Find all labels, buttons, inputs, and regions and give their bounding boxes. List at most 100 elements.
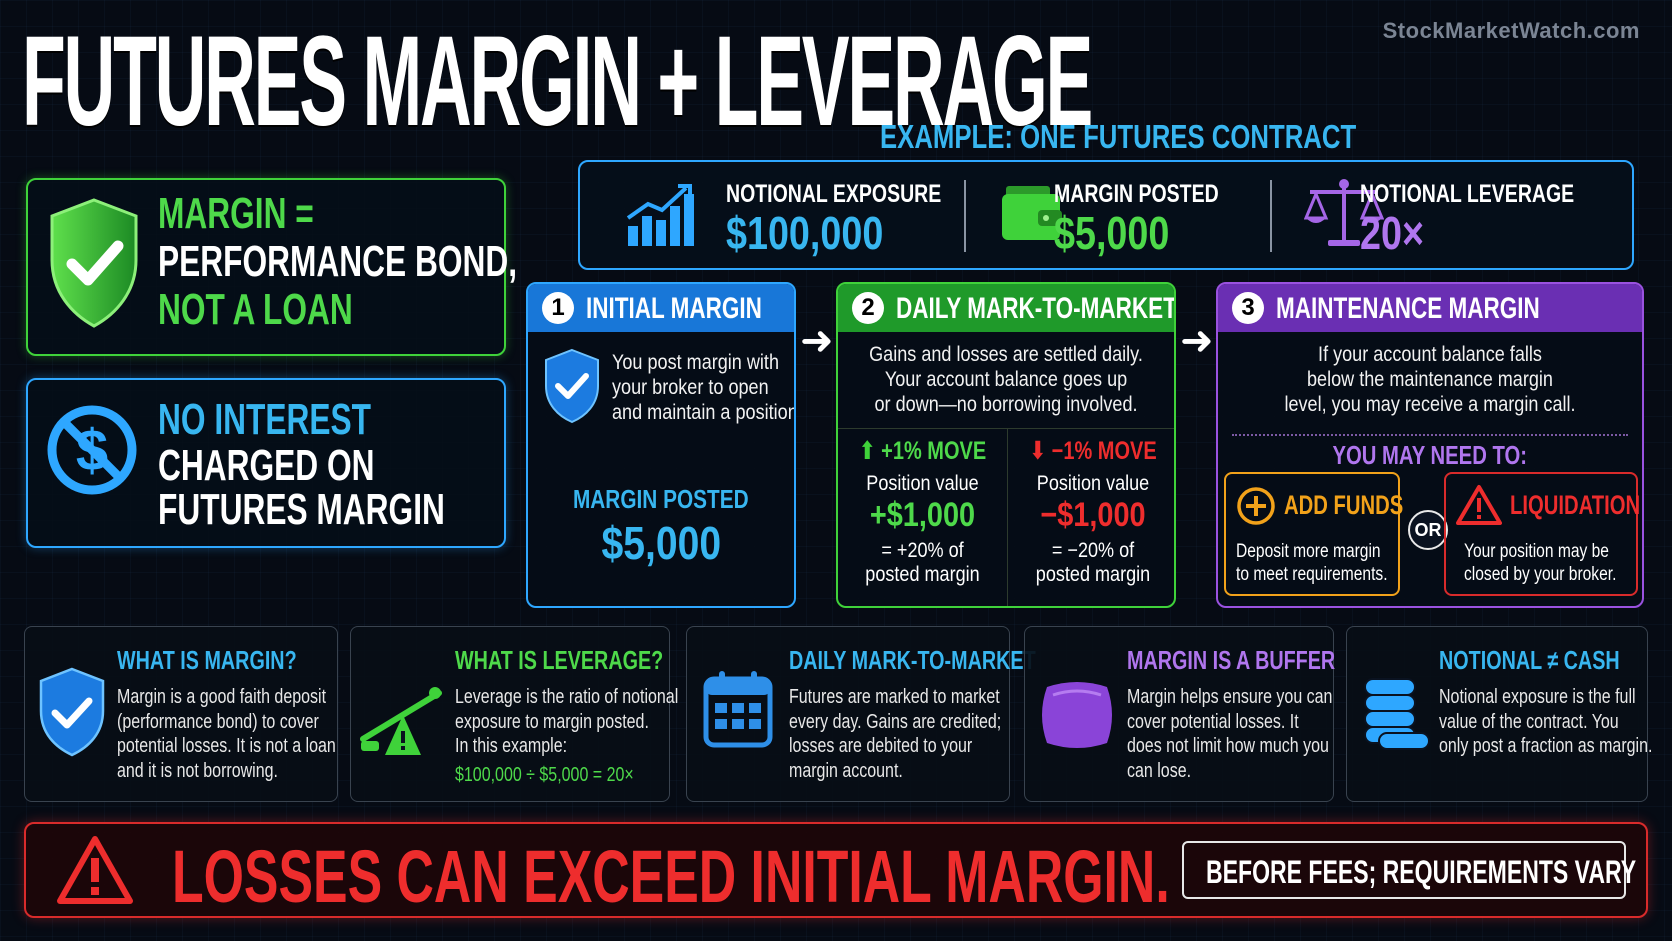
down-move-title: −1% MOVE (1051, 437, 1157, 465)
text-line: can lose. (1127, 759, 1192, 782)
not-a-loan-label: NOT A LOAN (158, 285, 353, 334)
card-title: NOTIONAL ≠ CASH (1439, 645, 1620, 675)
text-line: cover potential losses. It (1127, 710, 1299, 733)
margin-posted-value: $5,000 (1054, 207, 1170, 259)
card-what-is-margin: WHAT IS MARGIN? Margin is a good faith d… (24, 626, 338, 802)
text-line: Margin is a good faith deposit (117, 686, 327, 708)
step-title: INITIAL MARGIN (586, 292, 762, 325)
notional-leverage-value: 20× (1360, 207, 1424, 259)
down-move-panel: ⬇ −1% MOVE Position value −$1,000 = −20%… (1008, 436, 1174, 587)
card-notional-cash: NOTIONAL ≠ CASH Notional exposure is the… (1346, 626, 1652, 802)
mtm-text: Gains and losses are settled daily. Your… (838, 342, 1174, 417)
text-line: potential losses. It is not a loan (117, 735, 336, 757)
position-value-label: Position value (1036, 472, 1150, 495)
divider (1007, 428, 1008, 606)
step-header: 2 DAILY MARK-TO-MARKET (838, 284, 1174, 332)
example-stats-bar: NOTIONAL EXPOSURE $100,000 MARGIN POSTED… (578, 160, 1634, 270)
position-value-label: Position value (866, 472, 979, 495)
text-line: (performance bond) to cover (117, 710, 319, 733)
text-line: and it is not borrowing. (117, 759, 278, 782)
warning-triangle-icon (57, 836, 133, 904)
add-funds-text: Deposit more margin to meet requirements… (1236, 540, 1388, 586)
text-line: Your account balance goes up (884, 368, 1128, 391)
notional-leverage-label: NOTIONAL LEVERAGE (1360, 180, 1575, 208)
text-line: Gains and losses are settled daily. (869, 343, 1143, 366)
text-line: losses are debited to your (789, 735, 973, 757)
card-margin-buffer: MARGIN IS A BUFFER Margin helps ensure y… (1024, 626, 1336, 802)
text-line: Deposit more margin (1236, 541, 1381, 562)
card-title: WHAT IS LEVERAGE? (455, 645, 664, 675)
coins-icon (1364, 678, 1430, 750)
up-move-panel: ⬆ +1% MOVE Position value +$1,000 = +20%… (838, 436, 1007, 587)
divider (838, 428, 1174, 429)
arrow-right-icon: ➜ (1180, 319, 1214, 363)
futures-margin-label: FUTURES MARGIN (158, 485, 445, 534)
step-number: 2 (852, 292, 884, 324)
calendar-icon (703, 671, 773, 748)
scales-icon (1304, 179, 1384, 246)
text-line: to meet requirements. (1236, 564, 1388, 585)
text-line: every day. Gains are credited; (789, 710, 1002, 733)
losses-warning-bar: LOSSES CAN EXCEED INITIAL MARGIN. BEFORE… (24, 822, 1648, 918)
margin-posted-label: MARGIN POSTED (1054, 180, 1219, 208)
text-line: Futures are marked to market (789, 686, 1000, 708)
text-line: does not limit how much you (1127, 735, 1329, 757)
main-title: FUTURES MARGIN + LEVERAGE (22, 10, 1093, 153)
text-line: Leverage is the ratio of notional (455, 686, 679, 708)
arrow-up-icon: ⬆ (858, 437, 876, 465)
or-badge: OR (1408, 510, 1448, 550)
margin-equals-label: MARGIN = (158, 189, 314, 238)
card-text: Margin is a good faith deposit (performa… (117, 685, 336, 783)
step-number: 3 (1232, 292, 1264, 324)
down-move-value: −$1,000 (1040, 496, 1146, 534)
down-move-pct-label: posted margin (1035, 563, 1151, 586)
card-what-is-leverage: WHAT IS LEVERAGE? Leverage is the ratio … (350, 626, 678, 802)
text-line: margin account. (789, 759, 903, 782)
margin-posted-value-wrap: $5,000 (528, 516, 794, 570)
liquidation-box: LIQUIDATION Your position may be closed … (1444, 472, 1640, 596)
text-line: below the maintenance margin (1307, 368, 1553, 391)
text-line: or down—no borrowing involved. (874, 393, 1138, 416)
card-title: MARGIN IS A BUFFER (1127, 645, 1336, 675)
add-funds-box: ADD FUNDS Deposit more margin to meet re… (1224, 472, 1404, 596)
text-line: In this example: (455, 735, 568, 757)
no-interest-panel: $ NO INTEREST CHARGED ON FUTURES MARGIN (26, 378, 506, 548)
card-title: DAILY MARK-TO-MARKET (789, 645, 1036, 675)
notional-exposure-value: $100,000 (726, 207, 884, 259)
step-title: DAILY MARK-TO-MARKET (896, 292, 1176, 325)
losses-warning-text: LOSSES CAN EXCEED INITIAL MARGIN. (172, 835, 1170, 918)
margin-bond-panel: MARGIN = PERFORMANCE BOND, NOT A LOAN (26, 178, 517, 356)
warning-triangle-icon (1456, 485, 1502, 525)
step-daily-mtm: 2 DAILY MARK-TO-MARKET Gains and losses … (836, 282, 1176, 608)
shield-check-icon (50, 198, 138, 328)
card-text: Futures are marked to market every day. … (789, 685, 1001, 783)
text-line: Your position may be (1464, 541, 1609, 562)
step-maintenance-margin: 3 MAINTENANCE MARGIN If your account bal… (1216, 282, 1644, 608)
step-title: MAINTENANCE MARGIN (1276, 292, 1540, 325)
charged-on-label: CHARGED ON (158, 441, 375, 490)
wallet-icon (1002, 186, 1062, 240)
card-text: Notional exposure is the full value of t… (1439, 685, 1652, 759)
step-number: 1 (542, 292, 574, 324)
seesaw-icon (360, 687, 442, 755)
performance-bond-label: PERFORMANCE BOND, (158, 237, 518, 286)
plus-circle-icon (1237, 487, 1275, 525)
arrow-down-icon: ⬇ (1029, 437, 1047, 465)
stats-divider (1270, 180, 1272, 252)
down-move-pct: = −20% of (1051, 539, 1135, 562)
card-text: Margin helps ensure you can cover potent… (1127, 685, 1332, 783)
add-funds-title: ADD FUNDS (1284, 490, 1404, 520)
example-title: EXAMPLE: ONE FUTURES CONTRACT (880, 118, 1357, 155)
up-move-pct-label: posted margin (865, 563, 980, 586)
no-dollar-icon: $ (47, 405, 137, 495)
may-need-text: YOU MAY NEED TO: (1332, 440, 1528, 470)
text-line: exposure to margin posted. (455, 710, 649, 733)
margin-posted-label: MARGIN POSTED (573, 484, 749, 514)
up-move-value: +$1,000 (869, 496, 976, 534)
up-move-pct: = +20% of (881, 539, 964, 562)
card-title: WHAT IS MARGIN? (117, 645, 297, 675)
initial-margin-text: You post margin with your broker to open… (612, 350, 794, 425)
step-header: 1 INITIAL MARGIN (528, 284, 794, 332)
no-interest-label: NO INTEREST (158, 395, 371, 444)
text-line: level, you may receive a margin call. (1284, 393, 1576, 416)
